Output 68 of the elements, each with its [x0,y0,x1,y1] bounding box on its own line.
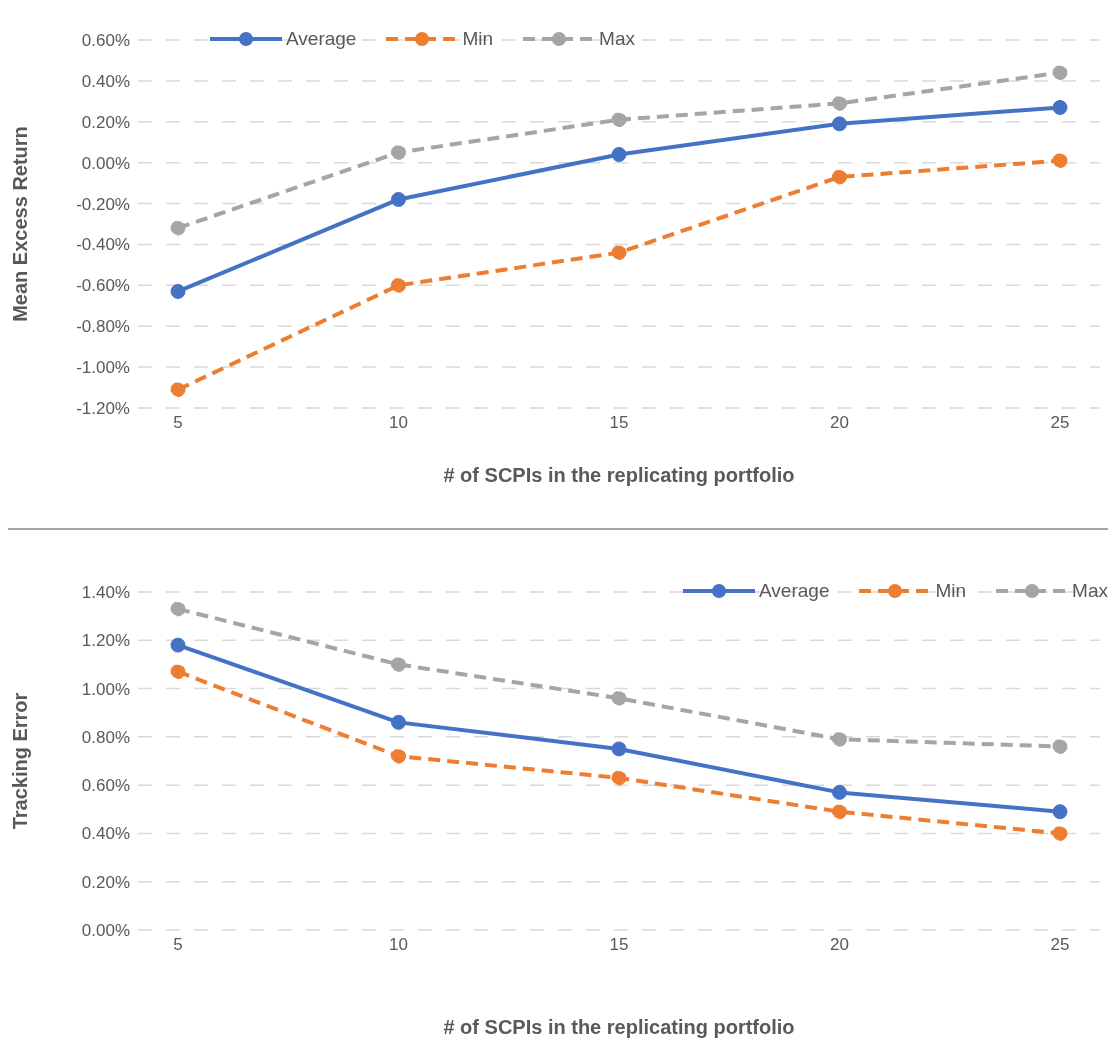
y-axis-title: Tracking Error [9,692,32,830]
y-tick-label: -0.60% [76,276,130,296]
x-tick-label: 5 [173,413,183,433]
legend-label: Max [1072,580,1108,602]
point [611,146,627,162]
y-tick-label: 0.80% [81,727,130,747]
x-tick-label: 10 [389,413,408,433]
legend-label: Average [286,28,357,50]
point [1052,825,1068,841]
point [391,277,406,293]
point [1052,739,1068,755]
point [611,741,627,757]
y-tick-label: 0.60% [81,776,130,796]
y-tick-label: 0.00% [81,153,130,173]
point [391,656,406,672]
y-tick-label: 0.20% [81,872,130,892]
point [832,731,847,747]
y-tick-label: 1.20% [81,631,130,651]
point [611,690,627,706]
x-tick-label: 25 [1050,413,1070,433]
y-tick-label: -0.80% [76,317,130,337]
y-tick-label: 0.00% [81,921,130,941]
y-tick-label: 0.20% [81,112,130,132]
x-tick-label: 20 [830,413,849,433]
y-tick-label: -0.40% [76,235,130,255]
point [391,748,406,764]
point [611,770,627,786]
y-tick-label: 0.40% [81,71,130,91]
point [391,714,406,730]
point [1052,153,1068,169]
y-tick-label: 0.60% [81,31,130,51]
y-tick-label: -1.20% [76,399,130,419]
point [170,637,186,653]
point [170,220,186,236]
y-tick-label: -1.00% [76,358,130,378]
point [170,283,186,299]
legend-label: Average [759,580,830,602]
x-tick-label: 15 [609,413,629,433]
point [832,95,847,111]
point [832,116,847,132]
point [170,601,186,617]
point [1052,65,1068,81]
point [391,191,406,207]
point [832,804,847,820]
x-axis-title: # of SCPIs in the replicating portfolio [443,464,795,487]
point [611,112,627,128]
x-tick-label: 10 [389,935,408,955]
y-tick-label: 1.40% [81,583,130,603]
legend-label: Max [599,28,635,50]
x-tick-label: 20 [830,935,849,955]
x-tick-label: 5 [173,935,183,955]
point [1052,99,1068,115]
legend-label: Min [462,28,494,50]
x-axis-title: # of SCPIs in the replicating portfolio [443,1016,795,1039]
point [170,664,186,680]
point [170,382,186,398]
y-axis-title: Mean Excess Return [9,126,32,322]
point [832,169,847,185]
y-tick-label: 0.40% [81,824,130,844]
point [611,245,627,261]
x-tick-label: 15 [609,935,629,955]
legend-label: Min [935,580,967,602]
x-tick-label: 25 [1050,935,1070,955]
point [391,144,406,160]
y-tick-label: 1.00% [81,679,130,699]
point [832,784,847,800]
point [1052,804,1068,820]
y-tick-label: -0.20% [76,194,130,214]
